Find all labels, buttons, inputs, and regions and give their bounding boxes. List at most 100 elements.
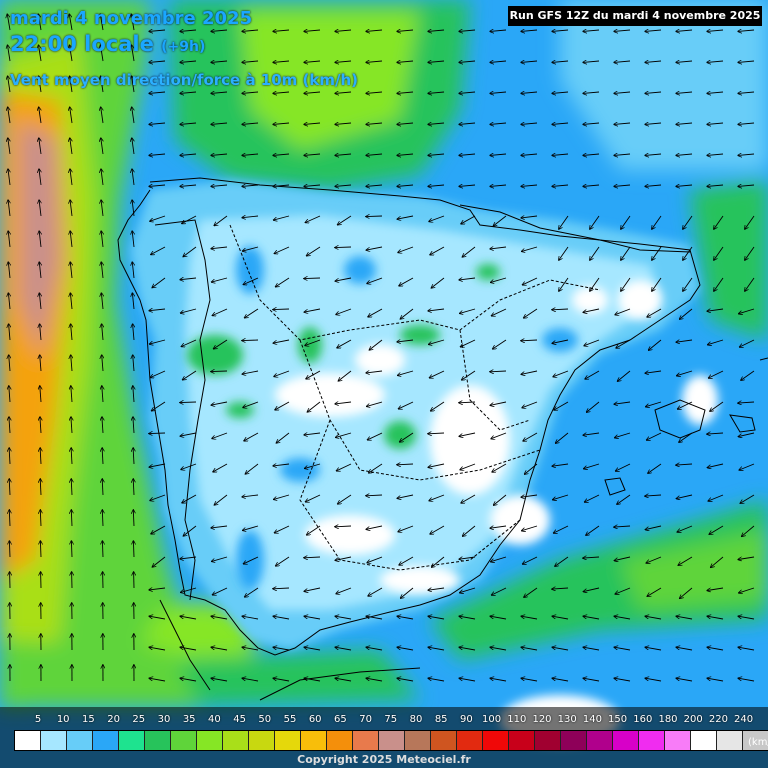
wind-arrow <box>652 277 662 291</box>
wind-arrow <box>39 45 42 62</box>
wind-arrow <box>398 246 414 253</box>
wind-arrow <box>304 185 321 186</box>
wind-arrow <box>338 370 352 381</box>
wind-arrow <box>738 402 755 403</box>
wind-arrow <box>490 616 507 620</box>
wind-arrow <box>521 30 538 31</box>
wind-arrow <box>132 293 134 310</box>
wind-arrow <box>428 309 445 311</box>
wind-arrow <box>366 92 383 93</box>
wind-arrow <box>522 525 538 531</box>
wind-arrow <box>459 154 476 155</box>
wind-arrow <box>133 479 134 496</box>
wind-arrow <box>521 92 538 93</box>
wind-arrow <box>460 463 476 470</box>
wind-arrow <box>101 107 103 124</box>
wind-arrow <box>304 616 321 620</box>
wind-arrow <box>740 339 755 347</box>
forecast-time: 22:00 locale (+9h) <box>10 32 205 56</box>
wind-arrow <box>40 417 41 434</box>
legend-swatch <box>561 731 587 750</box>
wind-arrow <box>369 463 383 473</box>
wind-arrow <box>680 308 693 319</box>
wind-arrow <box>273 464 290 466</box>
wind-arrow <box>132 200 134 217</box>
wind-arrow <box>245 587 259 597</box>
wind-arrow <box>583 30 600 31</box>
wind-arrow <box>397 30 414 31</box>
wind-arrow <box>212 277 228 282</box>
wind-arrow <box>707 433 724 434</box>
wind-arrow <box>366 61 383 62</box>
wind-arrow <box>180 61 197 62</box>
legend-tick: 80 <box>409 714 423 725</box>
wind-arrow <box>366 647 383 651</box>
wind-arrow <box>460 308 476 313</box>
legend-tick: 100 <box>482 714 502 725</box>
local-time: 22:00 locale <box>10 32 154 56</box>
wind-arrow <box>211 61 228 62</box>
wind-arrow <box>211 92 228 93</box>
legend-tick: 150 <box>608 714 628 725</box>
wind-arrow <box>273 647 290 651</box>
wind-arrow <box>522 401 538 408</box>
legend-tick: 55 <box>283 714 297 725</box>
wind-arrow <box>676 494 693 499</box>
wind-arrow <box>335 402 352 404</box>
legend-tick: 10 <box>56 714 70 725</box>
wind-arrow <box>273 309 290 310</box>
wind-arrow <box>183 525 197 536</box>
wind-arrow <box>554 401 569 410</box>
forecast-date: mardi 4 novembre 2025 <box>10 8 253 29</box>
wind-arrow <box>428 588 445 590</box>
wind-arrow <box>490 30 507 31</box>
legend-tick: 200 <box>683 714 703 725</box>
wind-arrow <box>523 556 538 564</box>
legend-swatch <box>457 731 483 750</box>
wind-arrow <box>366 678 383 682</box>
wind-arrow <box>397 616 414 620</box>
wind-arrow <box>304 30 321 31</box>
wind-arrow <box>428 185 445 186</box>
wind-arrow <box>738 92 755 93</box>
wind-arrow <box>490 247 507 249</box>
wind-arrow <box>304 154 321 155</box>
wind-arrow <box>180 402 197 403</box>
legend-tick: 240 <box>734 714 754 725</box>
wind-arrow <box>133 355 134 372</box>
wind-arrow <box>583 616 600 620</box>
wind-arrow <box>335 556 352 560</box>
wind-arrow <box>677 370 693 376</box>
wind-arrow <box>70 231 72 248</box>
wind-arrow <box>101 76 104 93</box>
wind-arrow <box>366 616 383 620</box>
wind-arrow <box>621 246 631 260</box>
wind-arrow <box>101 293 103 310</box>
wind-arrow <box>8 200 10 217</box>
legend-swatch <box>691 731 717 750</box>
wind-arrow <box>274 494 290 499</box>
wind-arrow <box>243 401 259 408</box>
wind-arrow <box>521 61 538 62</box>
wind-arrow <box>552 92 569 93</box>
wind-arrow <box>211 678 228 682</box>
wind-arrow <box>242 495 259 497</box>
wind-arrow <box>742 525 755 536</box>
wind-arrow <box>71 386 72 403</box>
wind-arrow <box>709 525 724 534</box>
wind-arrow <box>149 678 166 682</box>
wind-arrow <box>366 371 383 373</box>
legend-swatch <box>665 731 691 750</box>
wind-arrow <box>738 185 755 186</box>
wind-arrow <box>39 76 42 93</box>
wind-arrow <box>70 293 72 310</box>
wind-arrow <box>335 61 352 62</box>
wind-arrow <box>680 587 693 598</box>
wind-arrow <box>462 246 476 257</box>
wind-arrow <box>490 401 507 405</box>
wind-arrow <box>676 123 693 124</box>
wind-arrow <box>428 433 445 434</box>
wind-arrow <box>615 587 631 594</box>
wind-arrow <box>614 678 631 682</box>
wind-arrow <box>211 154 228 155</box>
